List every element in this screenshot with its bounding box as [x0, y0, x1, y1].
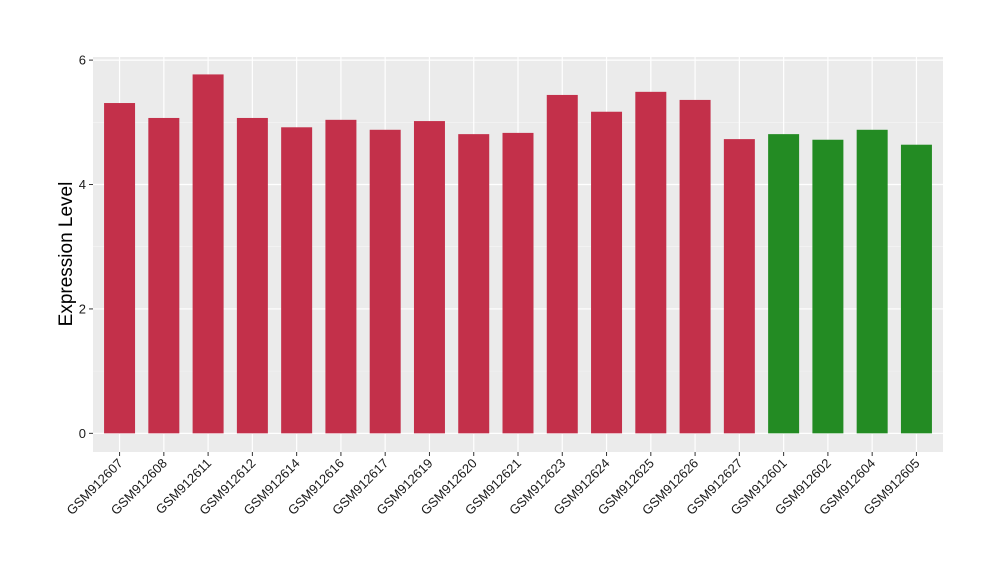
bar-GSM912619	[413, 121, 445, 434]
bar-GSM912611	[192, 74, 224, 434]
y-tick-label: 6	[79, 53, 86, 68]
bar-GSM912627	[723, 139, 755, 434]
bars	[104, 74, 932, 434]
bar-GSM912605	[900, 144, 932, 434]
bar-GSM912612	[236, 117, 268, 434]
y-tick-label: 4	[79, 177, 86, 192]
bar-GSM912621	[502, 132, 534, 434]
bar-GSM912624	[591, 111, 623, 434]
bar-GSM912616	[325, 119, 357, 434]
bar-GSM912601	[768, 134, 800, 434]
bar-GSM912623	[546, 94, 578, 434]
bar-GSM912620	[458, 134, 490, 434]
y-tick-label: 2	[79, 301, 86, 316]
bar-GSM912602	[812, 139, 844, 434]
x-axis: GSM912607GSM912608GSM912611GSM912612GSM9…	[63, 452, 923, 518]
bar-GSM912607	[104, 103, 136, 434]
y-axis: 0 2 4 6	[79, 53, 93, 441]
bar-GSM912604	[856, 129, 888, 434]
bar-GSM912626	[679, 99, 711, 434]
bar-GSM912614	[281, 127, 313, 434]
y-axis-title: Expression Level	[56, 182, 77, 327]
bar-GSM912617	[369, 129, 401, 434]
y-tick-label: 0	[79, 426, 86, 441]
bar-GSM912625	[635, 91, 667, 434]
bar-GSM912608	[148, 117, 180, 434]
